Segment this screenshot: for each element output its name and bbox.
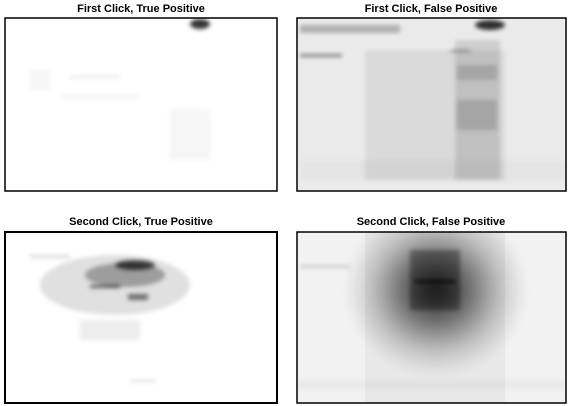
heatmap — [297, 205, 566, 403]
panel-title: First Click, True Positive — [77, 3, 205, 15]
panel-title: Second Click, True Positive — [69, 216, 213, 228]
heatmap — [297, 18, 566, 191]
heatmap — [5, 232, 277, 403]
figure: First Click, True Positive First Click, … — [0, 0, 569, 406]
panel-title: Second Click, False Positive — [357, 216, 506, 228]
panel-title: First Click, False Positive — [365, 3, 498, 15]
heatmap — [5, 18, 277, 191]
heatmap-grid: First Click, True Positive First Click, … — [0, 0, 569, 406]
